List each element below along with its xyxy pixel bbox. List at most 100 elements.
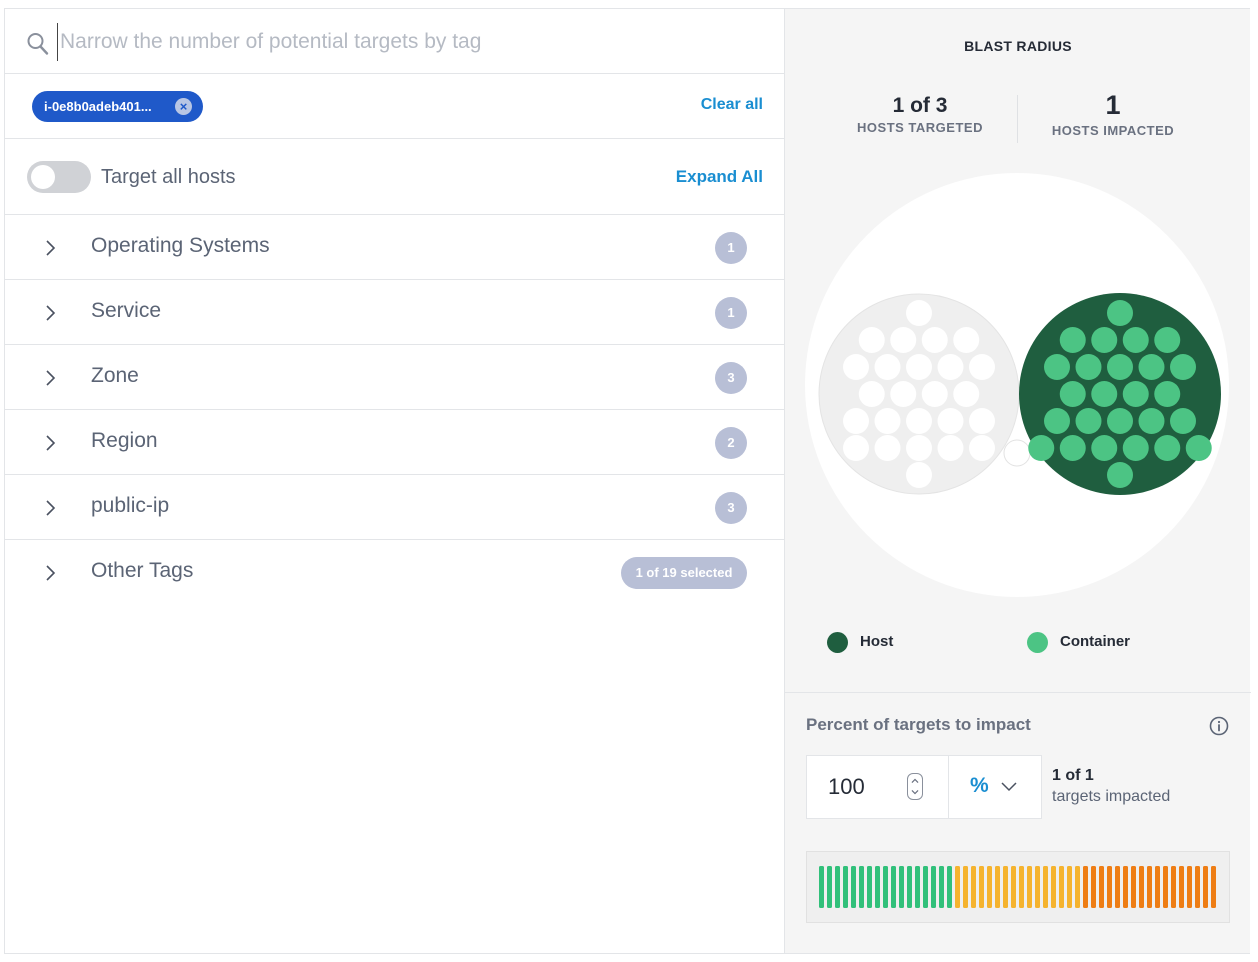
impact-gauge-bar [1043,866,1048,908]
count-badge: 3 [715,492,747,524]
untargeted-container-dot [969,354,995,380]
untargeted-container-dot [921,381,948,407]
impact-gauge-bar [947,866,952,908]
impacted-container-dot [1059,381,1086,407]
count-badge: 3 [715,362,747,394]
selected-tag-chip[interactable]: i-0e8b0adeb401... × [32,91,203,122]
tag-search-bar [5,9,784,74]
impact-gauge-bar [1115,866,1120,908]
impact-gauge-bar [979,866,984,908]
impact-gauge-bar [1123,866,1128,908]
impact-gauge-bar [1011,866,1016,908]
close-icon[interactable]: × [175,98,192,115]
tag-group-list: Operating Systems 1 Service 1 Zone 3 Reg… [5,215,784,605]
tag-group-label: Service [91,299,162,322]
untargeted-container-dot [906,408,932,434]
chevron-right-icon [46,305,56,321]
impact-gauge-bar [1155,866,1160,908]
tag-group-operating-systems[interactable]: Operating Systems 1 [5,215,784,280]
impact-gauge-bar [1099,866,1104,908]
impact-gauge-bar [1027,866,1032,908]
impact-gauge [806,851,1230,923]
impact-gauge-bar [1075,866,1080,908]
clear-all-button[interactable]: Clear all [700,96,763,113]
impact-gauge-bar [1067,866,1072,908]
impact-gauge-bar [923,866,928,908]
blast-radius-panel: BLAST RADIUS 1 of 3 HOSTS TARGETED 1 HOS… [784,9,1251,953]
impact-gauge-bar [1203,866,1208,908]
untargeted-container-dot [874,354,901,380]
impact-gauge-bar [1171,866,1176,908]
untargeted-container-dot [906,462,932,488]
impact-gauge-bar [867,866,872,908]
impacted-container-dot [1091,381,1118,407]
target-all-hosts-toggle[interactable] [27,161,91,193]
untargeted-container-dot [890,381,917,407]
tag-group-public-ip[interactable]: public-ip 3 [5,475,784,540]
impact-gauge-bar [875,866,880,908]
unit-dropdown-value: % [970,774,989,797]
blast-radius-title: BLAST RADIUS [964,38,1072,54]
impact-gauge-bar [931,866,936,908]
untargeted-container-dot [937,435,964,461]
tag-group-zone[interactable]: Zone 3 [5,345,784,410]
impact-gauge-bar [835,866,840,908]
untargeted-container-dot [906,354,932,380]
untargeted-container-dot [874,435,901,461]
host-legend-dot [827,632,848,653]
untargeted-container-dot [843,435,869,461]
untargeted-container-dot [874,408,901,434]
blast-radius-visualization [805,173,1229,597]
chevron-right-icon [46,565,56,581]
selected-tag-chip-label: i-0e8b0adeb401... [44,99,152,114]
untargeted-container-dot [921,327,948,353]
target-all-hosts-row: Target all hosts Expand All [5,139,784,215]
count-badge: 1 [715,297,747,329]
impacted-container-dot [1044,354,1070,380]
tag-search-input[interactable] [57,23,757,61]
percent-value-input[interactable] [807,756,947,818]
impact-gauge-bar [899,866,904,908]
tag-group-service[interactable]: Service 1 [5,280,784,345]
impact-gauge-bar [1107,866,1112,908]
untargeted-container-dot [953,327,980,353]
tag-group-other-tags[interactable]: Other Tags 1 of 19 selected [5,540,784,605]
impact-gauge-bar [883,866,888,908]
impacted-container-dot [1138,354,1165,380]
selected-tags-row: i-0e8b0adeb401... × Clear all [5,74,784,139]
impact-gauge-bar [819,866,824,908]
impact-gauge-bar [907,866,912,908]
hosts-targeted-stat: 1 of 3 HOSTS TARGETED [853,94,987,135]
impact-gauge-bar [955,866,960,908]
untargeted-container-dot [953,381,980,407]
info-icon[interactable] [1209,716,1229,736]
unit-dropdown[interactable]: % [949,756,1041,818]
expand-all-button[interactable]: Expand All [675,167,763,186]
impacted-container-dot [1138,408,1165,434]
chevron-down-icon [1001,782,1017,792]
tag-group-region[interactable]: Region 2 [5,410,784,475]
impact-gauge-bar [971,866,976,908]
impact-gauge-bar [1187,866,1192,908]
unit-separator [948,756,949,818]
impacted-container-dot [1075,354,1102,380]
stepper-icon[interactable] [907,773,923,800]
impacted-container-dot [1170,354,1196,380]
impacted-container-dot [1028,435,1055,461]
impact-gauge-bar [1003,866,1008,908]
impacted-container-dot [1185,435,1212,461]
impacted-container-dot [1044,408,1070,434]
impact-gauge-bar [1179,866,1184,908]
impacted-container-dot [1154,327,1181,353]
impact-gauge-bar [915,866,920,908]
untargeted-container-dot [906,300,932,326]
container-legend-label: Container [1060,633,1131,650]
impact-gauge-bar [1091,866,1096,908]
search-icon [27,33,49,55]
tag-group-label: Zone [91,364,139,387]
impact-gauge-bar [843,866,848,908]
impact-gauge-bars [819,866,1216,908]
impacted-container-dot [1122,435,1149,461]
untargeted-container-dot [969,408,995,434]
impact-gauge-bar [891,866,896,908]
